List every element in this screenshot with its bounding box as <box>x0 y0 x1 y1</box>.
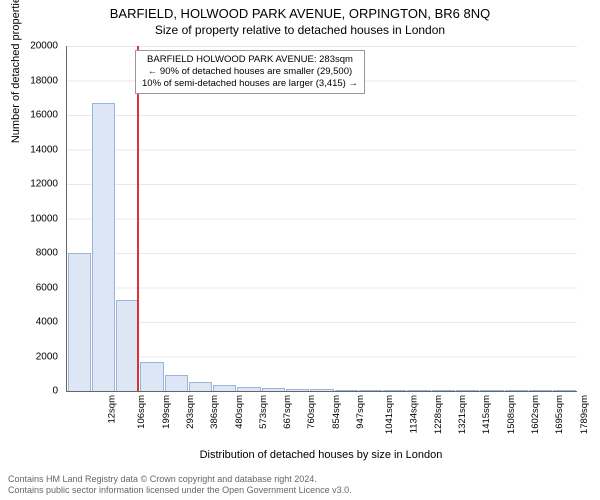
annotation-line-1: BARFIELD HOLWOOD PARK AVENUE: 283sqm <box>142 54 358 66</box>
x-tick-label: 106sqm <box>136 395 147 429</box>
x-tick-label: 1602sqm <box>530 395 541 434</box>
x-tick-label: 1041sqm <box>384 395 395 434</box>
reference-line <box>137 46 139 391</box>
x-tick-label: 12sqm <box>107 395 118 424</box>
x-tick-label: 386sqm <box>209 395 220 429</box>
x-tick-label: 573sqm <box>258 395 269 429</box>
chart-title: BARFIELD, HOLWOOD PARK AVENUE, ORPINGTON… <box>0 0 600 21</box>
chart-subtitle: Size of property relative to detached ho… <box>0 21 600 37</box>
x-tick-label: 667sqm <box>282 395 293 429</box>
histogram-bar <box>68 253 91 391</box>
x-tick-label: 1508sqm <box>506 395 517 434</box>
x-tick-label: 293sqm <box>185 395 196 429</box>
annotation-line-3: 10% of semi-detached houses are larger (… <box>142 78 358 90</box>
x-tick-label: 199sqm <box>161 395 172 429</box>
y-tick-label: 20000 <box>30 41 58 52</box>
histogram-bar <box>213 385 236 391</box>
x-tick-label: 947sqm <box>355 395 366 429</box>
y-tick-label: 14000 <box>30 144 58 155</box>
y-tick-label: 2000 <box>36 351 58 362</box>
histogram-bar <box>140 362 163 391</box>
histogram-bar <box>310 389 333 391</box>
y-tick-label: 16000 <box>30 110 58 121</box>
histogram-bar <box>165 375 188 391</box>
y-tick-label: 4000 <box>36 317 58 328</box>
x-tick-label: 760sqm <box>306 395 317 429</box>
y-tick-label: 6000 <box>36 282 58 293</box>
annotation-line-2: ← 90% of detached houses are smaller (29… <box>142 66 358 78</box>
histogram-bar <box>456 390 479 391</box>
x-tick-label: 1789sqm <box>579 395 590 434</box>
footer-line-1: Contains HM Land Registry data © Crown c… <box>8 474 352 485</box>
annotation-box: BARFIELD HOLWOOD PARK AVENUE: 283sqm ← 9… <box>135 50 365 94</box>
x-tick-label: 1134sqm <box>408 395 419 433</box>
footer-line-2: Contains public sector information licen… <box>8 485 352 496</box>
x-tick-label: 1415sqm <box>482 395 493 434</box>
y-axis-label: Number of detached properties <box>10 0 22 143</box>
y-tick-label: 12000 <box>30 179 58 190</box>
histogram-bar <box>553 390 576 391</box>
plot-region: BARFIELD HOLWOOD PARK AVENUE: 283sqm ← 9… <box>66 46 577 392</box>
y-tick-label: 8000 <box>36 248 58 259</box>
x-tick-label: 1695sqm <box>554 395 565 434</box>
histogram-bars <box>67 46 577 391</box>
x-tick-label: 854sqm <box>331 395 342 429</box>
histogram-bar <box>480 390 503 391</box>
chart-area: Number of detached properties 0200040006… <box>66 46 576 391</box>
histogram-bar <box>529 390 552 391</box>
footer-attribution: Contains HM Land Registry data © Crown c… <box>8 474 352 496</box>
histogram-bar <box>407 390 430 391</box>
y-tick-label: 18000 <box>30 75 58 86</box>
histogram-bar <box>92 103 115 391</box>
y-tick-label: 0 <box>52 386 58 397</box>
histogram-bar <box>116 300 139 391</box>
histogram-bar <box>237 387 260 391</box>
x-tick-label: 1321sqm <box>457 395 468 434</box>
histogram-bar <box>359 390 382 391</box>
x-axis-label: Distribution of detached houses by size … <box>66 449 576 461</box>
histogram-bar <box>335 390 358 391</box>
y-tick-label: 10000 <box>30 213 58 224</box>
x-tick-label: 480sqm <box>233 395 244 429</box>
histogram-bar <box>383 390 406 391</box>
histogram-bar <box>432 390 455 391</box>
histogram-bar <box>505 390 528 391</box>
histogram-bar <box>286 389 309 391</box>
histogram-bar <box>189 382 212 391</box>
x-tick-label: 1228sqm <box>433 395 444 434</box>
histogram-bar <box>262 388 285 391</box>
